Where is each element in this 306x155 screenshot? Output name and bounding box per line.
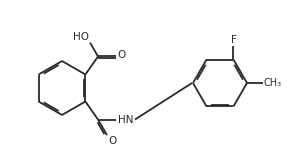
Text: F: F [230,35,237,45]
Text: O: O [117,51,125,60]
Text: CH₃: CH₃ [264,78,282,88]
Text: HO: HO [73,32,89,42]
Text: O: O [108,136,116,146]
Text: HN: HN [118,115,133,124]
